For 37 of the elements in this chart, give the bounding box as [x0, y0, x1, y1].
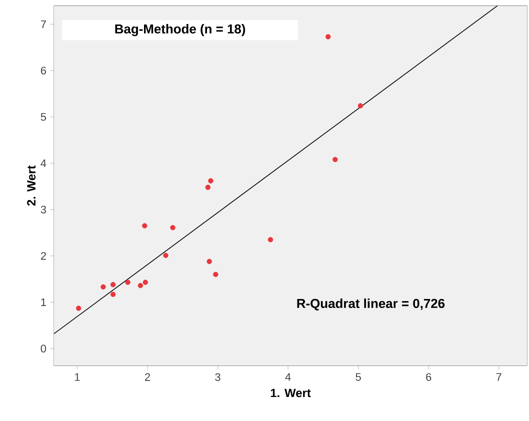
y-axis-title: 2. Wert: [27, 165, 36, 206]
y-tick-label: 6: [40, 66, 46, 74]
x-tick-label: 3: [215, 373, 220, 381]
point: [205, 184, 211, 190]
annotation: R-Quadrat linear = 0,726: [297, 298, 445, 310]
y-tick-label: 2: [40, 252, 46, 260]
y-tick-label: 4: [40, 159, 46, 167]
point: [206, 258, 212, 264]
x-tick-label: 2: [144, 373, 150, 381]
point: [170, 225, 176, 230]
y-tick-label: 1: [41, 298, 46, 306]
point: [138, 282, 144, 288]
x-tick-label: 5: [356, 373, 361, 381]
point: [142, 223, 148, 228]
point: [76, 306, 82, 311]
y-tick-label: 7: [40, 20, 46, 28]
point: [268, 237, 274, 242]
x-tick-label: 4: [285, 373, 291, 381]
y-tick-label: 3: [40, 206, 46, 214]
point: [100, 284, 106, 290]
point: [332, 156, 338, 162]
point: [213, 272, 218, 278]
point: [358, 103, 364, 108]
y-tick-label: 5: [40, 113, 46, 121]
x-tick-label: 1: [74, 373, 80, 381]
x-tick-label: 6: [426, 373, 432, 381]
point: [163, 252, 168, 258]
point: [208, 178, 214, 184]
annotation: Bag-Methode (n = 18): [115, 24, 246, 36]
point: [142, 280, 148, 285]
point: [326, 34, 331, 40]
y-tick-label: 0: [40, 344, 46, 352]
point: [110, 282, 116, 288]
point: [125, 280, 130, 285]
x-axis-title: 1. Wert: [270, 388, 311, 398]
point: [110, 292, 116, 297]
x-tick-label: 7: [496, 373, 502, 381]
